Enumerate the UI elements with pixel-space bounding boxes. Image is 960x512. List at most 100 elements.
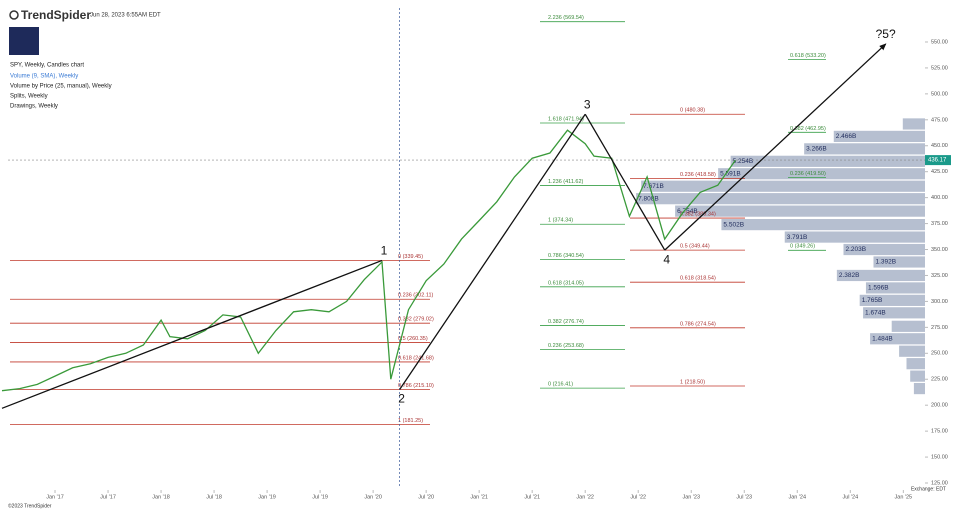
volume-profile-bar (910, 370, 925, 382)
y-tick-label: 150.00 (931, 455, 948, 461)
x-tick-label: Jul '17 (100, 494, 116, 500)
x-tick-label: Jan '23 (682, 494, 700, 500)
fib-label: 0 (480.38) (680, 108, 705, 114)
fib-label: 0.382 (276.74) (548, 319, 584, 325)
volume-profile-bar (675, 205, 925, 217)
volume-profile-label: 1.765B (862, 297, 883, 304)
volume-profile-label: 1.392B (875, 259, 896, 266)
volume-profile-bar (870, 333, 925, 345)
volume-profile-bar (730, 155, 925, 167)
x-tick-label: Jul '23 (736, 494, 752, 500)
legend-line: Drawings, Weekly (10, 104, 58, 110)
y-tick-label: 200.00 (931, 403, 948, 409)
x-tick-label: Jan '20 (364, 494, 382, 500)
volume-profile-bar (836, 269, 925, 282)
y-tick-label: 125.00 (931, 480, 948, 486)
volume-profile-bar (906, 358, 925, 370)
symbol-badge (9, 27, 39, 55)
fib-label: 0.5 (349.44) (680, 244, 710, 250)
fib-label: 0.382 (462.95) (790, 126, 826, 132)
legend-line: Volume by Price (25, manual), Weekly (10, 84, 112, 90)
volume-profile-bar (873, 256, 925, 268)
volume-profile-bar (859, 294, 925, 306)
x-tick-label: Jul '24 (842, 494, 858, 500)
wave-label: 4 (663, 252, 670, 266)
fib-label: 1.618 (471.94) (548, 116, 584, 122)
volume-profile-label: 7.671B (643, 183, 664, 190)
volume-profile-bar (804, 143, 925, 155)
x-tick-label: Jan '24 (788, 494, 806, 500)
y-tick-label: 550.00 (931, 39, 948, 45)
fib-label: 0.786 (274.54) (680, 321, 716, 327)
y-tick-label: 450.00 (931, 143, 948, 149)
x-tick-label: Jul '22 (630, 494, 646, 500)
x-tick-label: Jan '18 (152, 494, 170, 500)
volume-profile-bar (718, 168, 925, 180)
volume-profile-bar (641, 180, 925, 192)
fib-label: 0 (216.41) (548, 382, 573, 388)
volume-profile-label: 3.266B (806, 146, 827, 153)
y-tick-label: 475.00 (931, 117, 948, 123)
x-tick-label: Jul '21 (524, 494, 540, 500)
volume-profile-bar (843, 243, 925, 256)
volume-profile-label: 5.502B (723, 221, 744, 228)
legend-line: Volume (9, SMA), Weekly (10, 74, 78, 80)
fib-label: 0.618 (533.20) (790, 53, 826, 59)
wave-line (584, 113, 666, 251)
fib-label: 1.236 (411.62) (548, 179, 584, 185)
wave-line (664, 43, 887, 251)
copyright: ©2023 TrendSpider (8, 502, 52, 509)
fib-label: 0.786 (215.10) (398, 383, 434, 389)
x-tick-label: Jan '19 (258, 494, 276, 500)
legend-line: SPY, Weekly, Candles chart (10, 63, 84, 69)
timestamp: Jun 28, 2023 6:55AM EDT (90, 13, 161, 19)
volume-profile-bar (891, 320, 925, 332)
logo-icon (9, 10, 19, 20)
volume-profile-bar (636, 193, 925, 205)
fib-label: 0.618 (314.05) (548, 280, 584, 286)
fib-label: 0.382 (380.34) (680, 211, 716, 217)
x-tick-label: Jan '22 (576, 494, 594, 500)
volume-profile-bar (863, 307, 925, 319)
volume-profile-label: 1.674B (865, 310, 886, 317)
fib-label: 0 (349.26) (790, 244, 815, 250)
volume-profile-label: 2.466B (836, 133, 857, 140)
fib-label: 0.618 (318.54) (680, 276, 716, 282)
wave-label: 1 (381, 244, 388, 258)
y-tick-label: 250.00 (931, 351, 948, 357)
y-tick-label: 525.00 (931, 65, 948, 71)
y-tick-label: 325.00 (931, 273, 948, 279)
volume-profile-label: 7.808B (638, 195, 659, 202)
wave-label: 2 (398, 392, 405, 406)
y-tick-label: 175.00 (931, 429, 948, 435)
fib-label: 0.382 (279.02) (398, 317, 434, 323)
exchange: Exchange: EDT (911, 486, 946, 492)
y-tick-label: 300.00 (931, 299, 948, 305)
fib-label: 0.618 (241.68) (398, 355, 434, 361)
fib-label: 0.236 (419.50) (790, 171, 826, 177)
fib-label: 1 (218.50) (680, 379, 705, 385)
volume-profile-label: 5.254B (733, 158, 754, 165)
x-tick-label: Jul '18 (206, 494, 222, 500)
fib-label: 0.236 (418.58) (680, 172, 716, 178)
logo-text: TrendSpider (21, 8, 91, 22)
fib-label: 0.236 (302.11) (398, 293, 434, 299)
y-tick-label: 275.00 (931, 325, 948, 331)
volume-profile-bar (784, 231, 925, 243)
volume-profile-bar (721, 219, 925, 231)
x-tick-label: Jan '17 (46, 494, 64, 500)
volume-profile-label: 5.591B (720, 170, 741, 177)
fib-label: 0.786 (340.54) (548, 253, 584, 259)
volume-profile-label: 2.382B (839, 272, 860, 279)
volume-profile-bar (913, 382, 925, 395)
x-tick-label: Jul '19 (312, 494, 328, 500)
x-tick-label: Jul '20 (418, 494, 434, 500)
volume-profile-bar (902, 118, 925, 130)
fib-label: 1 (374.34) (548, 218, 573, 224)
fib-label: 1 (181.25) (398, 418, 423, 424)
y-tick-label: 225.00 (931, 377, 948, 383)
legend-line: Splits, Weekly (10, 94, 48, 100)
wave-line (399, 113, 586, 390)
y-tick-label: 400.00 (931, 195, 948, 201)
